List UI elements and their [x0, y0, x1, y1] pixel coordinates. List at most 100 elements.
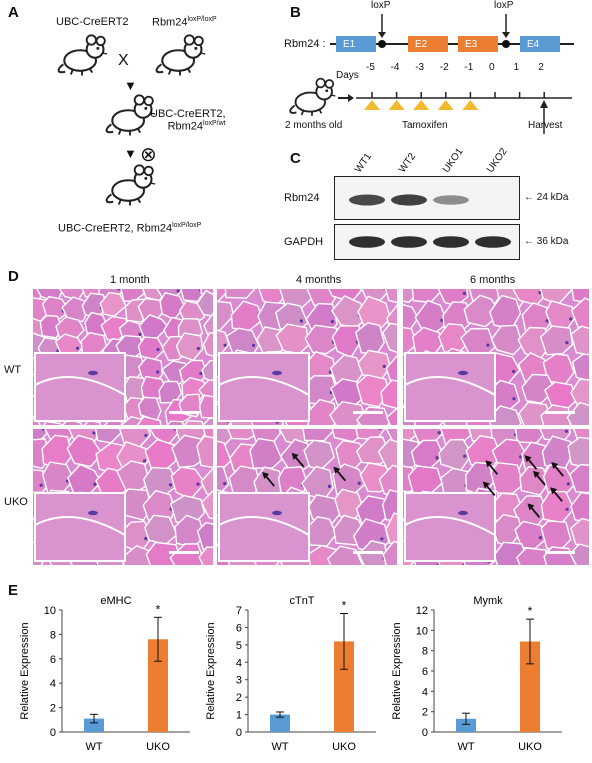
muscle-fiber [356, 374, 390, 408]
muscle-fiber [382, 540, 397, 565]
parent1-label: UBC-CreERT2 [56, 16, 129, 28]
f2-label: UBC-CreERT2, Rbm24loxP/loxP [58, 222, 202, 235]
nucleus [138, 332, 142, 336]
mouse-icon [102, 162, 158, 206]
muscle-fiber [183, 419, 204, 425]
muscle-fiber [381, 322, 397, 354]
nucleus [512, 397, 516, 401]
y-tick-label: 8 [422, 646, 428, 658]
cross-symbol: X [118, 52, 129, 69]
nucleus [41, 429, 46, 431]
blot-band [391, 194, 427, 206]
scale-bar [353, 411, 383, 414]
gene-label: Rbm24 : [284, 38, 326, 50]
panel-letter-c: C [290, 150, 301, 167]
parent2-label: Rbm24loxP/loxP [152, 16, 217, 29]
arrow-icon [551, 462, 564, 477]
muscle-fiber [490, 461, 524, 495]
row-label: UKO [4, 496, 28, 508]
nucleus [569, 317, 573, 321]
exon-label: E4 [527, 39, 540, 50]
down-arrow-icon: ▼ [124, 146, 137, 161]
loxp-label-left: loxP [371, 0, 391, 11]
y-tick-label: 6 [236, 622, 242, 634]
arrow-icon [533, 470, 546, 486]
nucleus [251, 343, 256, 347]
muscle-fiber [463, 294, 502, 328]
mouse-icon [54, 32, 110, 76]
nucleus [196, 482, 200, 486]
panel-letter-a: A [8, 4, 19, 21]
muscle-fiber [136, 415, 162, 425]
blot-rbm24 [334, 176, 520, 220]
significance-marker: * [156, 602, 161, 616]
y-tick-label: 6 [422, 666, 428, 678]
exon-e1 [336, 36, 376, 52]
muscle-fiber [94, 429, 124, 444]
gene-diagram [330, 14, 574, 52]
muscle-fiber [566, 401, 589, 425]
bar-UKO [148, 639, 168, 732]
muscle-fiber [539, 325, 574, 356]
nucleus [199, 371, 203, 376]
nucleus [538, 535, 542, 540]
exon-label: E2 [415, 39, 428, 50]
nucleus [176, 289, 180, 293]
muscle-fiber [196, 289, 213, 317]
nucleus [512, 369, 516, 374]
muscle-fiber [357, 349, 392, 380]
blot-gapdh [334, 224, 520, 260]
muscle-fiber [201, 359, 213, 383]
muscle-fiber [329, 400, 367, 425]
muscle-fiber [200, 490, 213, 520]
nucleus [382, 364, 386, 368]
nucleus [463, 454, 467, 458]
bar-chart-eMHC: eMHC Relative Expression 0 2 4 6 8 10 WT * UKO [19, 595, 190, 753]
down-arrow-icon: ▼ [124, 78, 137, 93]
muscle-fiber [438, 438, 473, 472]
loxp-label-right: loxP [494, 0, 514, 11]
muscle-fiber [355, 322, 385, 355]
chart-title: cTnT [289, 595, 314, 607]
muscle-fiber [180, 289, 208, 303]
blot-band [349, 194, 385, 206]
nucleus [462, 291, 467, 295]
scale-bar [169, 411, 199, 414]
muscle-fiber [304, 324, 341, 355]
y-tick-label: 10 [416, 625, 428, 637]
nucleus [117, 289, 121, 291]
exon-e2 [408, 36, 448, 52]
y-tick-label: 4 [422, 686, 428, 698]
exon-e3 [458, 36, 498, 52]
muscle-fiber [198, 546, 213, 565]
lane-label: WT1 [352, 151, 375, 175]
muscle-fiber [61, 418, 83, 425]
column-label: 6 months [470, 274, 516, 286]
y-tick-label: 4 [50, 678, 56, 690]
muscle-fiber [202, 331, 213, 357]
muscle-fiber [384, 289, 397, 304]
y-tick-label: 3 [236, 675, 242, 687]
histology-image [216, 288, 398, 426]
scale-bar [545, 411, 575, 414]
nucleus [142, 459, 147, 463]
muscle-fiber [170, 466, 206, 501]
chart-title: Mymk [473, 595, 503, 607]
muscle-fiber [385, 355, 397, 384]
muscle-fiber [137, 336, 166, 361]
nucleus [39, 483, 43, 487]
y-tick-label: 12 [416, 605, 428, 617]
f1-label: UBC-CreERT2, Rbm24loxP/wt [150, 108, 226, 133]
muscle-fiber [39, 314, 63, 339]
muscle-fiber [519, 465, 551, 496]
y-tick-label: 10 [44, 605, 56, 617]
exon-label: E1 [343, 39, 356, 50]
y-tick-label: 7 [236, 605, 242, 617]
scale-bar [545, 551, 575, 554]
muscle-fiber [570, 491, 589, 523]
arrow-icon [291, 452, 305, 468]
histology-image [216, 428, 398, 566]
muscle-fiber [169, 543, 206, 565]
x-tick-label: UKO [146, 741, 170, 753]
bar-WT [84, 718, 104, 732]
